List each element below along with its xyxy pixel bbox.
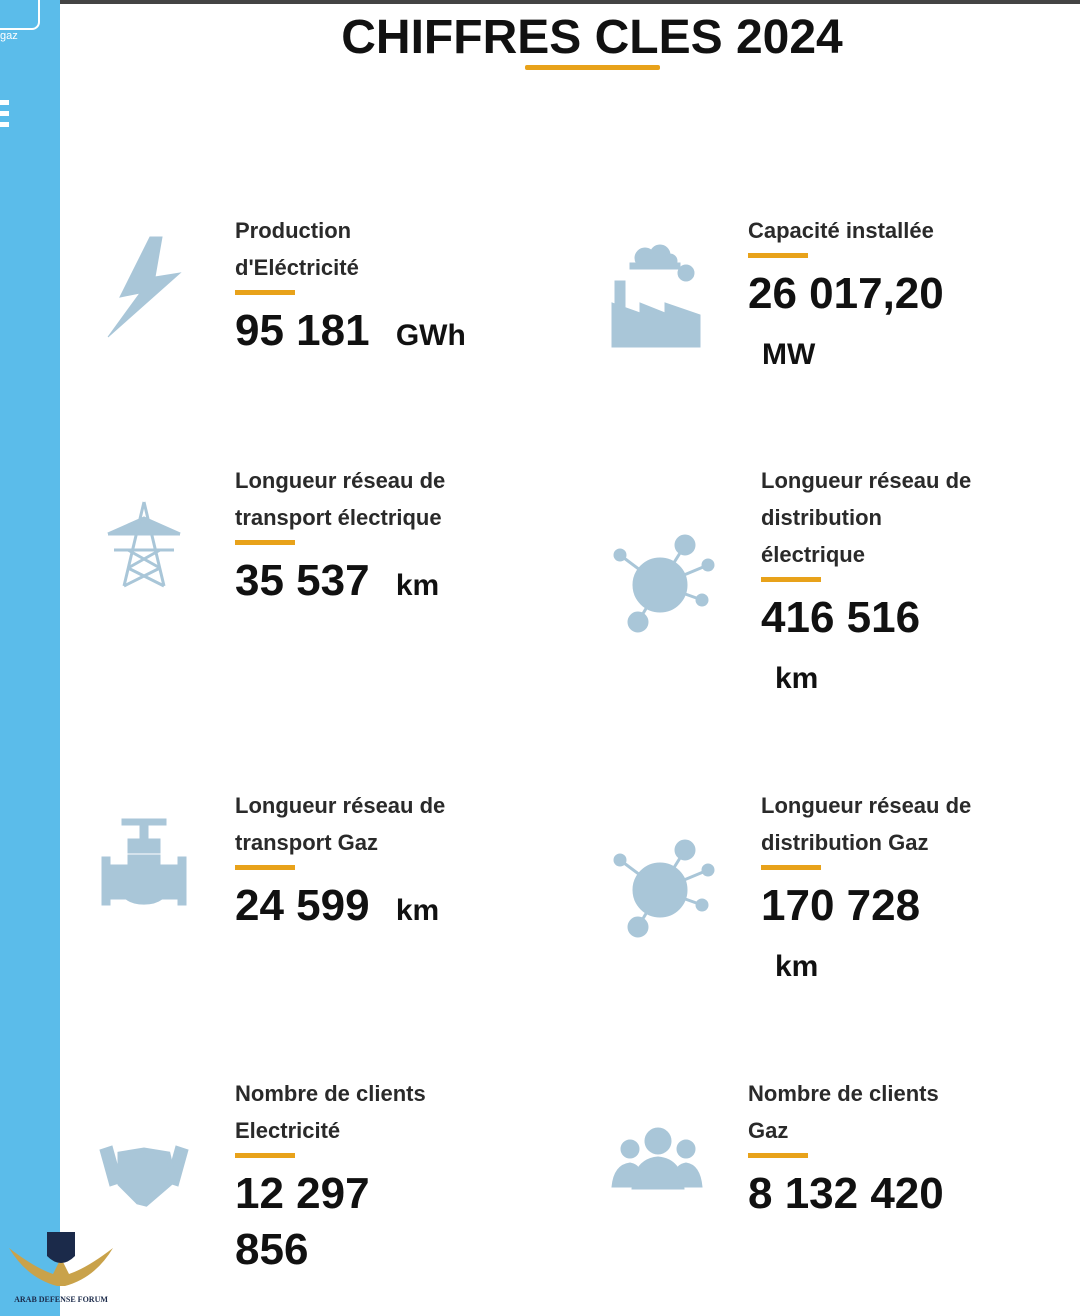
stat-label: Production <box>235 218 352 243</box>
stat-label: Longueur réseau de <box>235 793 446 818</box>
menu-icon[interactable] <box>0 100 9 128</box>
watermark: ARAB DEFENSE FORUM <box>5 1228 117 1316</box>
stat-card: Nombre de clients Gaz 8 132 420 <box>748 1075 988 1222</box>
stat-value-block: 24 599 km <box>235 878 495 939</box>
top-border <box>0 0 1080 4</box>
tower-icon <box>107 501 181 588</box>
stat-card: Longueur réseau de transport Gaz 24 599 km <box>235 787 495 939</box>
stat-label: Longueur réseau de <box>761 468 972 493</box>
stat-accent <box>748 1153 808 1158</box>
valve-icon <box>101 818 187 906</box>
stat-value: 170 728 <box>761 881 921 930</box>
stat-unit: GWh <box>395 319 466 352</box>
stat-unit: MW <box>762 338 816 371</box>
stat-unit: km <box>395 894 440 927</box>
stat-label: transport électrique <box>235 505 442 530</box>
stat-value-block: 35 537 km <box>235 553 495 614</box>
tab-label[interactable]: gaz <box>0 30 18 42</box>
sidebar: gaz <box>0 0 60 1316</box>
stat-accent <box>761 865 821 870</box>
stat-card: Longueur réseau de distribution Gaz 170 72… <box>761 787 972 995</box>
stat-accent <box>235 1153 295 1158</box>
gas-network-icon <box>613 839 715 938</box>
clients-icon <box>611 1127 703 1190</box>
stat-card: Nombre de clients Electricité 12 297 856 <box>235 1075 435 1278</box>
factory-icon <box>611 244 701 348</box>
network-icon <box>613 534 715 633</box>
stat-card: Capacité installée 26 017,20 MW <box>748 212 988 383</box>
stat-label: d'Eléctricité <box>235 255 359 280</box>
stat-unit: km <box>395 569 440 602</box>
stat-value: 95 181 <box>235 306 370 355</box>
stat-label: distribution <box>761 505 882 530</box>
stat-unit: km <box>775 662 819 695</box>
stat-value: 8 132 420 <box>748 1169 944 1218</box>
bolt-icon <box>107 236 182 338</box>
stat-value: 24 599 <box>235 881 370 930</box>
stat-accent <box>235 540 295 545</box>
stat-value: 35 537 <box>235 556 370 605</box>
stat-label: Nombre de clients <box>748 1081 939 1106</box>
stat-label: Longueur réseau de <box>235 468 446 493</box>
stat-label: Nombre de clients <box>235 1081 426 1106</box>
stat-label: transport Gaz <box>235 830 379 855</box>
stat-value-block: 170 728 km <box>761 878 961 995</box>
stat-card: Longueur réseau de distribution électrique… <box>761 462 972 707</box>
stat-card: Longueur réseau de transport électrique 35… <box>235 462 495 614</box>
stat-accent <box>761 577 821 582</box>
stat-label: Longueur réseau de <box>761 793 972 818</box>
title-underline <box>525 65 660 70</box>
stat-accent <box>235 290 295 295</box>
stat-value-block: 12 297 856 <box>235 1166 435 1278</box>
stat-value-block: 26 017,20 MW <box>748 266 988 383</box>
stat-label: Electricité <box>235 1118 341 1143</box>
stat-card: Production d'Eléctricité 95 181 GWh <box>235 212 495 364</box>
stat-label: Capacité installée <box>748 218 934 243</box>
tab-box <box>0 0 40 30</box>
stat-label: distribution Gaz <box>761 830 929 855</box>
handshake-icon <box>99 1145 189 1207</box>
stat-value: 416 516 <box>761 593 921 642</box>
title: CHIFFRES CLES 2024 <box>341 11 843 64</box>
stat-value: 26 017,20 <box>748 269 944 318</box>
stat-value-block: 95 181 GWh <box>235 303 495 364</box>
stat-value-block: 416 516 km <box>761 590 961 707</box>
stat-unit: km <box>775 950 819 983</box>
stat-value: 12 297 856 <box>235 1169 370 1274</box>
stat-label: électrique <box>761 542 865 567</box>
stat-label: Gaz <box>748 1118 789 1143</box>
watermark-logo <box>9 1232 113 1286</box>
watermark-text: ARAB DEFENSE FORUM <box>14 1295 108 1304</box>
stat-value-block: 8 132 420 <box>748 1166 988 1222</box>
stat-accent <box>748 253 808 258</box>
stat-accent <box>235 865 295 870</box>
